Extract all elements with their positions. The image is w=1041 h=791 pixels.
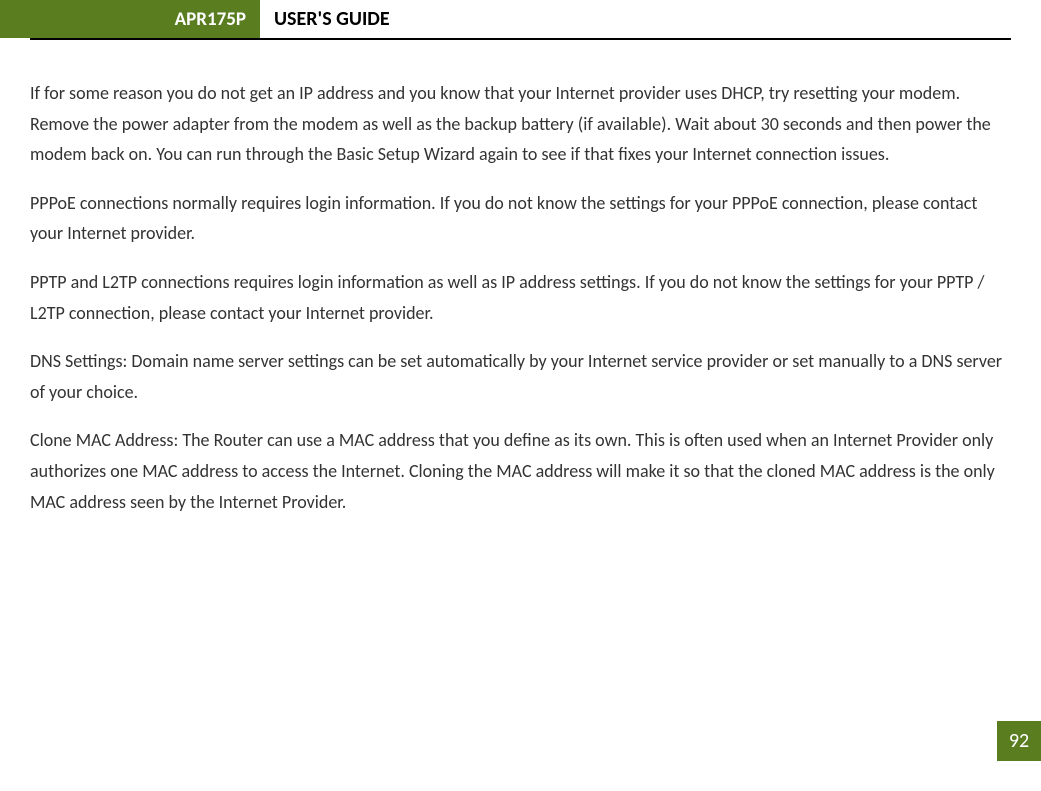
model-number: APR175P xyxy=(175,8,246,31)
paragraph-pppoe: PPPoE connections normally requires logi… xyxy=(30,188,1011,249)
page-number: 92 xyxy=(1009,729,1029,753)
page-header: APR175P USER'S GUIDE xyxy=(30,0,1011,40)
model-badge: APR175P xyxy=(0,0,260,38)
page-content: If for some reason you do not get an IP … xyxy=(0,40,1041,517)
page-number-badge: 92 xyxy=(997,721,1041,761)
paragraph-pptp-l2tp: PPTP and L2TP connections requires login… xyxy=(30,267,1011,328)
guide-title: USER'S GUIDE xyxy=(260,0,390,38)
paragraph-mac-clone: Clone MAC Address: The Router can use a … xyxy=(30,425,1011,517)
paragraph-dns: DNS Settings: Domain name server setting… xyxy=(30,346,1011,407)
paragraph-dhcp: If for some reason you do not get an IP … xyxy=(30,78,1011,170)
